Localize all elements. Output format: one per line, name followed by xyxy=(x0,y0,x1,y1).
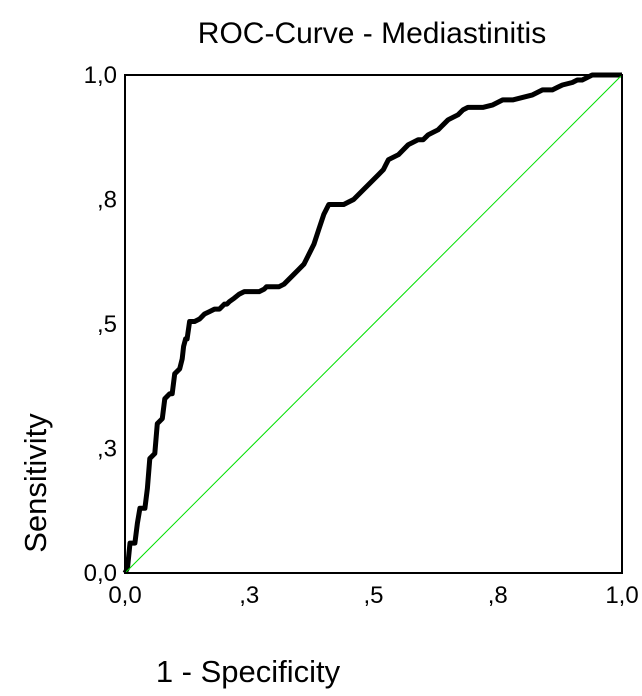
reference-diagonal-line xyxy=(124,74,623,574)
y-tick-label: ,3 xyxy=(97,436,117,463)
roc-curve-line xyxy=(122,72,622,575)
plot-frame xyxy=(124,74,623,574)
y-tick-label: ,8 xyxy=(97,187,117,214)
x-tick-label: ,5 xyxy=(363,582,383,609)
y-axis-label: Sensitivity xyxy=(18,413,53,553)
y-axis-ticks: 0,0 ,3 ,5 ,8 1,0 xyxy=(84,62,117,587)
x-axis-ticks: 0,0 ,3 ,5 ,8 1,0 xyxy=(108,582,638,609)
chart-title: ROC-Curve - Mediastinitis xyxy=(198,17,546,50)
y-tick-label: 0,0 xyxy=(84,560,117,587)
x-tick-label: ,8 xyxy=(488,582,508,609)
y-tick-label: ,5 xyxy=(97,311,117,338)
x-tick-label: 1,0 xyxy=(605,582,638,609)
x-axis-label: 1 - Specificity xyxy=(156,654,341,689)
y-tick-label: 1,0 xyxy=(84,62,117,89)
x-tick-label: ,3 xyxy=(239,582,259,609)
x-tick-label: 0,0 xyxy=(108,582,141,609)
series-layer xyxy=(122,72,623,575)
